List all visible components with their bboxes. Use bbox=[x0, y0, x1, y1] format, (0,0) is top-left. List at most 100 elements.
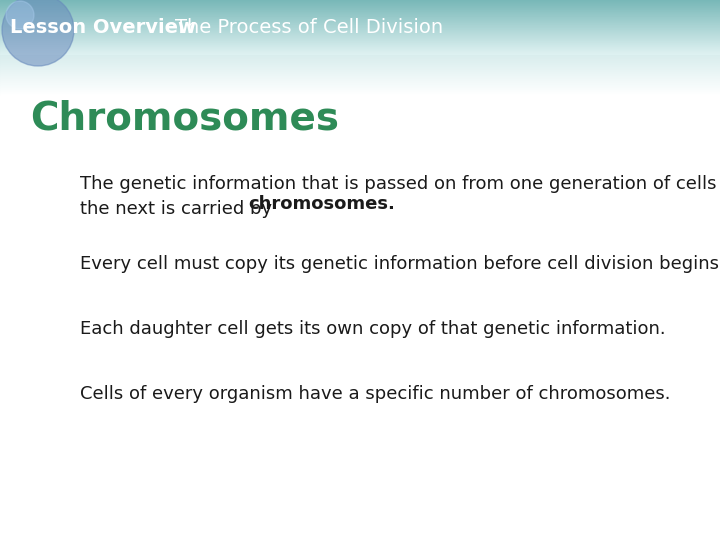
Bar bbox=[0, 70, 720, 71]
Text: Cells of every organism have a specific number of chromosomes.: Cells of every organism have a specific … bbox=[80, 385, 670, 403]
Bar bbox=[0, 79, 720, 80]
Bar bbox=[0, 30, 720, 31]
Text: chromosomes.: chromosomes. bbox=[248, 195, 395, 213]
Bar bbox=[0, 56, 720, 57]
Bar bbox=[0, 39, 720, 40]
Bar bbox=[0, 3, 720, 4]
Bar bbox=[0, 81, 720, 82]
Bar bbox=[0, 59, 720, 60]
Bar bbox=[0, 69, 720, 70]
Bar bbox=[0, 57, 720, 58]
Bar bbox=[0, 17, 720, 18]
Bar bbox=[0, 6, 720, 7]
Bar bbox=[0, 41, 720, 42]
Text: Lesson Overview: Lesson Overview bbox=[10, 18, 196, 37]
Bar bbox=[0, 87, 720, 88]
Bar bbox=[0, 40, 720, 41]
Bar bbox=[0, 52, 720, 53]
Bar bbox=[0, 5, 720, 6]
Bar bbox=[0, 45, 720, 46]
Bar bbox=[0, 16, 720, 17]
Bar bbox=[0, 8, 720, 9]
Bar bbox=[0, 93, 720, 94]
Bar bbox=[0, 33, 720, 35]
Bar bbox=[0, 46, 720, 47]
Bar bbox=[0, 55, 720, 56]
Bar bbox=[0, 64, 720, 65]
Bar bbox=[0, 51, 720, 52]
Bar bbox=[0, 75, 720, 76]
Bar bbox=[0, 67, 720, 68]
Bar bbox=[0, 11, 720, 12]
Bar bbox=[0, 61, 720, 62]
Bar bbox=[0, 85, 720, 86]
Bar bbox=[0, 15, 720, 16]
Bar bbox=[0, 88, 720, 89]
Bar bbox=[0, 84, 720, 85]
Text: Each daughter cell gets its own copy of that genetic information.: Each daughter cell gets its own copy of … bbox=[80, 320, 665, 338]
Bar bbox=[0, 63, 720, 64]
Bar bbox=[0, 86, 720, 87]
Bar bbox=[0, 1, 720, 2]
Bar bbox=[0, 13, 720, 14]
Bar bbox=[0, 14, 720, 15]
Bar bbox=[0, 2, 720, 3]
Bar bbox=[0, 77, 720, 78]
Bar bbox=[0, 18, 720, 19]
Bar bbox=[0, 82, 720, 83]
Bar bbox=[0, 50, 720, 51]
Bar bbox=[0, 24, 720, 25]
Bar bbox=[0, 44, 720, 45]
Ellipse shape bbox=[6, 1, 34, 29]
Bar bbox=[0, 73, 720, 74]
Bar bbox=[0, 9, 720, 10]
Bar bbox=[0, 36, 720, 37]
Bar bbox=[0, 71, 720, 72]
Text: Every cell must copy its genetic information before cell division begins.: Every cell must copy its genetic informa… bbox=[80, 255, 720, 273]
Bar bbox=[0, 22, 720, 23]
Bar bbox=[0, 72, 720, 73]
Bar bbox=[0, 10, 720, 11]
Bar bbox=[0, 49, 720, 50]
Bar bbox=[0, 35, 720, 36]
Bar bbox=[0, 62, 720, 63]
Bar bbox=[0, 91, 720, 92]
Bar bbox=[0, 78, 720, 79]
Text: The genetic information that is passed on from one generation of cells to
the ne: The genetic information that is passed o… bbox=[80, 175, 720, 218]
Text: Chromosomes: Chromosomes bbox=[30, 100, 339, 138]
Bar bbox=[0, 80, 720, 81]
Bar bbox=[0, 74, 720, 75]
Bar bbox=[0, 94, 720, 95]
Text: The Process of Cell Division: The Process of Cell Division bbox=[175, 18, 443, 37]
Bar bbox=[0, 90, 720, 91]
Bar bbox=[0, 29, 720, 30]
Bar bbox=[0, 60, 720, 61]
Bar bbox=[0, 12, 720, 13]
Bar bbox=[0, 7, 720, 8]
Bar bbox=[0, 37, 720, 38]
Bar bbox=[0, 83, 720, 84]
Bar bbox=[0, 4, 720, 5]
Bar bbox=[0, 23, 720, 24]
Bar bbox=[0, 31, 720, 32]
Bar bbox=[0, 53, 720, 55]
Bar bbox=[0, 28, 720, 29]
Bar bbox=[0, 66, 720, 67]
Bar bbox=[0, 65, 720, 66]
Bar bbox=[0, 21, 720, 22]
Bar bbox=[0, 0, 720, 1]
Bar bbox=[0, 89, 720, 90]
Bar bbox=[0, 76, 720, 77]
Bar bbox=[0, 38, 720, 39]
Bar bbox=[0, 58, 720, 59]
Bar bbox=[0, 19, 720, 20]
Bar bbox=[0, 47, 720, 48]
Bar bbox=[0, 25, 720, 26]
Bar bbox=[0, 42, 720, 43]
Bar bbox=[0, 20, 720, 21]
Bar bbox=[0, 43, 720, 44]
Ellipse shape bbox=[2, 0, 74, 66]
Bar bbox=[0, 95, 720, 540]
Bar bbox=[0, 26, 720, 27]
Bar bbox=[0, 68, 720, 69]
